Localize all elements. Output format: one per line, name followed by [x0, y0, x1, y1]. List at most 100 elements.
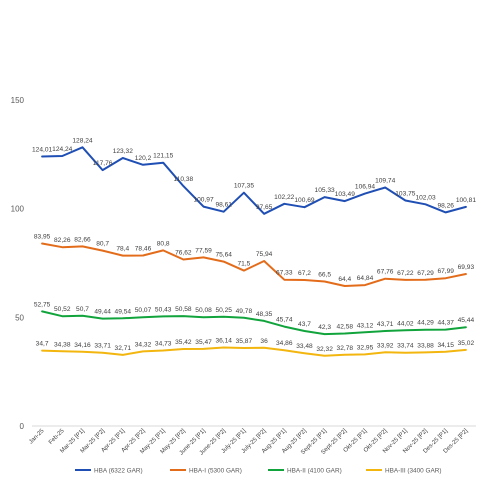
data-label: 33,48: [296, 343, 313, 350]
data-label: 43,7: [298, 321, 311, 328]
data-label: 128,24: [72, 137, 93, 144]
data-label: 103,49: [335, 191, 356, 198]
series-line: [41, 146, 467, 215]
data-label: 34,73: [155, 341, 172, 348]
data-label: 105,33: [315, 187, 336, 194]
data-label: 75,64: [215, 252, 232, 259]
data-label: 100,97: [193, 197, 214, 204]
data-label: 82,26: [54, 237, 71, 244]
data-label: 100,81: [456, 197, 477, 204]
y-tick-label: 0: [20, 422, 25, 431]
data-label: 32,71: [115, 345, 132, 352]
data-label: 42,58: [337, 323, 354, 330]
legend-label: HBA-I (5300 GAR): [189, 467, 242, 474]
data-label: 110,38: [174, 176, 194, 183]
data-label: 32,32: [316, 346, 333, 353]
data-label: 49,44: [94, 309, 111, 316]
series-line: [41, 346, 467, 357]
data-label: 78,4: [116, 246, 129, 253]
data-label: 50,07: [135, 307, 152, 314]
data-label: 42,3: [318, 324, 331, 331]
data-label: 102,22: [274, 194, 295, 201]
data-label: 67,2: [298, 270, 311, 277]
data-label: 69,93: [458, 264, 475, 271]
y-tick-label: 100: [11, 205, 25, 214]
data-label: 124,01: [32, 146, 53, 153]
y-tick-label: 50: [15, 313, 24, 322]
legend-label: HBA-II (4100 GAR): [287, 467, 342, 474]
data-label: 48,35: [256, 311, 273, 318]
data-label: 50,43: [155, 306, 172, 313]
series-line: [41, 310, 467, 336]
data-label: 44,37: [437, 320, 454, 327]
data-label: 44,02: [397, 320, 414, 327]
data-label: 76,62: [175, 249, 192, 256]
data-label: 106,94: [355, 184, 376, 191]
data-label: 33,88: [417, 342, 434, 349]
data-label: 45,74: [276, 317, 293, 324]
data-label: 80,7: [96, 241, 109, 248]
data-label: 67,99: [437, 268, 454, 275]
data-label: 67,76: [377, 269, 394, 276]
legend-label: HBA (6322 GAR): [94, 467, 143, 474]
data-label: 109,74: [375, 177, 396, 184]
data-label: 98,26: [437, 202, 454, 209]
data-label: 50,58: [175, 306, 192, 313]
data-label: 100,69: [294, 197, 315, 204]
data-label: 50,25: [215, 307, 232, 314]
data-label: 98,61: [215, 202, 232, 209]
data-label: 120,2: [135, 155, 152, 162]
legend: HBA (6322 GAR) HBA-I (5300 GAR) HBA-II (41…: [75, 467, 441, 474]
data-label: 117,76: [93, 160, 113, 167]
data-label: 44,29: [417, 320, 434, 327]
data-label: 34,7: [36, 341, 49, 348]
data-label: 67,22: [397, 270, 414, 277]
data-label: 67,33: [276, 270, 293, 277]
data-label: 34,16: [74, 342, 91, 349]
data-label: 34,15: [437, 342, 454, 349]
data-label: 107,35: [234, 183, 255, 190]
data-label: 123,32: [113, 148, 134, 155]
data-label: 35,87: [236, 338, 253, 345]
data-label: 50,7: [76, 306, 89, 313]
data-label: 124,24: [52, 146, 73, 153]
data-label: 34,38: [54, 341, 71, 348]
data-label: 34,86: [276, 340, 293, 347]
data-label: 36,14: [215, 337, 232, 344]
data-label: 102,03: [415, 194, 436, 201]
data-label: 75,94: [256, 251, 273, 258]
data-label: 64,84: [357, 275, 374, 282]
data-label: 71,5: [237, 261, 250, 268]
data-label: 36: [260, 338, 268, 345]
data-label: 43,12: [357, 322, 374, 329]
data-label: 49,78: [236, 308, 253, 315]
data-label: 77,59: [195, 247, 212, 254]
data-label: 64,4: [338, 276, 351, 283]
x-tick-label: Feb-25: [48, 428, 66, 446]
data-label: 35,47: [195, 339, 212, 346]
data-label: 50,52: [54, 306, 71, 313]
data-label: 121,15: [153, 153, 174, 160]
data-label: 67,29: [417, 270, 434, 277]
data-label: 34,32: [135, 341, 152, 348]
series-line: [41, 242, 467, 287]
data-label: 80,8: [157, 240, 170, 247]
data-label: 78,46: [135, 245, 152, 252]
data-label: 49,54: [115, 308, 132, 315]
legend-label: HBA-III (3400 GAR): [385, 467, 441, 474]
data-label: 50,08: [195, 307, 212, 314]
x-tick-label: Jan-25: [28, 428, 46, 446]
data-label: 82,66: [74, 236, 91, 243]
data-label: 103,75: [395, 191, 416, 198]
data-label: 45,44: [458, 317, 475, 324]
data-label: 43,71: [377, 321, 394, 328]
data-label: 35,02: [458, 340, 475, 347]
data-label: 33,92: [377, 342, 394, 349]
data-label: 32,95: [357, 344, 374, 351]
data-label: 32,78: [337, 345, 354, 352]
data-label: 83,95: [34, 234, 51, 241]
data-label: 33,71: [94, 343, 111, 350]
data-label: 52,75: [34, 301, 51, 308]
data-label: 33,74: [397, 343, 414, 350]
